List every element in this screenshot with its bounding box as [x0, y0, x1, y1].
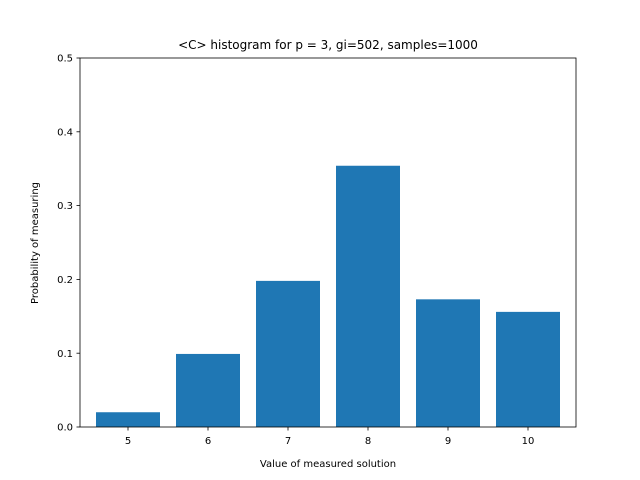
bar-10 — [496, 311, 560, 427]
x-tick-label-7: 7 — [285, 436, 291, 447]
bar-7 — [256, 280, 320, 427]
y-tick-label-0.5: 0.5 — [57, 54, 73, 65]
bar-5 — [96, 412, 160, 427]
axes-group: 5 6 7 8 9 10 0.0 0.1 0.2 0.3 0.4 0.5 — [57, 54, 577, 447]
bar-6 — [176, 353, 240, 427]
bars-group — [96, 165, 560, 428]
y-tick-label-0.0: 0.0 — [57, 423, 73, 434]
x-tick-label-9: 9 — [445, 436, 451, 447]
x-axis-label: Value of measured solution — [260, 459, 396, 470]
y-tick-label-0.2: 0.2 — [57, 275, 73, 286]
bar-9 — [416, 299, 480, 427]
y-axis-label: Probability of measuring — [30, 182, 41, 304]
y-tick-label-0.3: 0.3 — [57, 201, 73, 212]
y-tick-label-0.1: 0.1 — [57, 349, 73, 360]
x-tick-label-5: 5 — [125, 436, 131, 447]
chart-title: <C> histogram for p = 3, gi=502, samples… — [178, 38, 478, 52]
bar-8 — [336, 165, 400, 428]
x-tick-label-8: 8 — [365, 436, 371, 447]
y-tick-label-0.4: 0.4 — [57, 127, 73, 138]
x-tick-label-6: 6 — [205, 436, 211, 447]
x-tick-label-10: 10 — [522, 436, 535, 447]
plot-frame — [79, 57, 577, 428]
